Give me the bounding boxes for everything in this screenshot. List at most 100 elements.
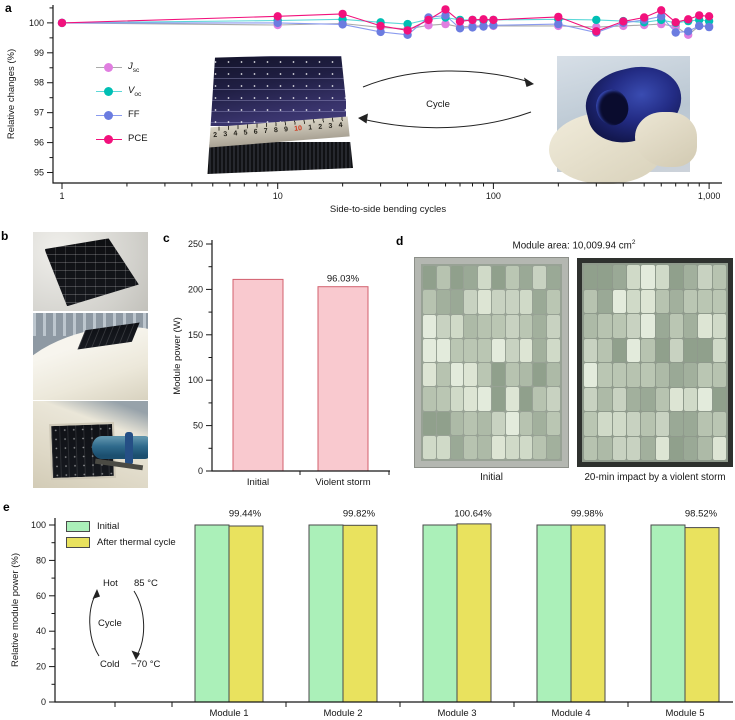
solar-cell xyxy=(492,411,505,435)
solar-cell xyxy=(464,338,478,362)
solar-cell xyxy=(464,387,478,411)
hot-temp: 85 °C xyxy=(134,578,158,589)
solar-cell xyxy=(533,266,547,290)
legend-label-jsc: Jsc xyxy=(128,60,140,74)
legend-label-pce: PCE xyxy=(128,132,148,144)
solar-cell xyxy=(684,265,698,289)
ruler-number: 3 xyxy=(328,123,333,131)
solar-cell xyxy=(655,338,669,362)
ff-markers xyxy=(57,11,714,39)
solar-cell xyxy=(669,338,684,362)
glove-thumb xyxy=(635,111,697,168)
pce-markers xyxy=(57,5,714,36)
solar-cell xyxy=(684,363,698,387)
solar-cell xyxy=(464,266,478,290)
solar-cell xyxy=(478,411,491,435)
ruler-number: 9 xyxy=(283,126,289,134)
solar-cell xyxy=(436,266,450,290)
solar-cell xyxy=(547,387,560,411)
solar-cell xyxy=(669,387,684,411)
solar-cell xyxy=(505,363,519,387)
solar-cell xyxy=(505,435,519,459)
solar-cell xyxy=(698,314,712,338)
svg-text:250: 250 xyxy=(188,239,203,249)
solar-cell xyxy=(641,314,655,338)
photo-rolled-module-in-hand xyxy=(549,56,697,184)
solar-cell xyxy=(584,436,598,460)
solar-cell xyxy=(492,363,505,387)
solar-cell xyxy=(712,289,726,313)
solar-cell xyxy=(612,436,626,460)
solar-cell xyxy=(450,290,464,314)
chart-e-legend: Initial After thermal cycle xyxy=(66,520,176,548)
solar-cell xyxy=(423,338,436,362)
solar-cell xyxy=(547,411,560,435)
solar-cell xyxy=(641,289,655,313)
solar-cell xyxy=(655,387,669,411)
svg-text:0: 0 xyxy=(41,697,46,707)
cycle-annotation-label: Cycle xyxy=(426,99,450,110)
flexible-module xyxy=(44,238,139,307)
solar-cell xyxy=(423,363,436,387)
solar-cell xyxy=(478,314,491,338)
solar-cell xyxy=(626,265,641,289)
bar-violent-storm xyxy=(317,286,369,472)
solar-cell xyxy=(584,412,598,436)
solar-cell xyxy=(505,266,519,290)
solar-cell xyxy=(519,363,533,387)
solar-cell xyxy=(519,411,533,435)
svg-text:Module power (W): Module power (W) xyxy=(172,317,183,395)
svg-text:98: 98 xyxy=(34,78,44,88)
solar-cell xyxy=(698,265,712,289)
solar-cell xyxy=(478,363,491,387)
solar-cell xyxy=(436,290,450,314)
solar-cell xyxy=(598,314,612,338)
solar-cell xyxy=(641,265,655,289)
solar-cell xyxy=(584,387,598,411)
solar-cell xyxy=(712,363,726,387)
solar-cell xyxy=(547,314,560,338)
solar-cell xyxy=(655,412,669,436)
solar-cell xyxy=(669,363,684,387)
solar-cell xyxy=(478,338,491,362)
svg-text:100: 100 xyxy=(29,18,44,28)
solar-cell xyxy=(423,314,436,338)
solar-cell xyxy=(492,314,505,338)
solar-cell xyxy=(712,436,726,460)
solar-cell xyxy=(655,265,669,289)
solar-cell xyxy=(450,363,464,387)
svg-text:99: 99 xyxy=(34,48,44,58)
solar-cell xyxy=(655,289,669,313)
solar-cell xyxy=(598,436,612,460)
bar-module4-initial xyxy=(536,524,572,703)
wind-blower xyxy=(91,435,148,460)
svg-text:50: 50 xyxy=(193,421,203,431)
solar-cell xyxy=(492,290,505,314)
solar-cell xyxy=(684,289,698,313)
solar-cell xyxy=(436,314,450,338)
bar-module4-thermal xyxy=(570,524,606,703)
solar-cell xyxy=(547,290,560,314)
solar-cell xyxy=(533,338,547,362)
ruler-number: 4 xyxy=(338,122,343,130)
pce-swatch xyxy=(96,134,122,144)
solar-cell xyxy=(626,412,641,436)
photo-flat-module-with-ruler: 1 2 3 4 5 6 7 8 9 10 1 2 3 4 5 xyxy=(207,54,353,174)
solar-cell xyxy=(533,290,547,314)
hot-label: Hot xyxy=(103,578,118,589)
svg-text:10: 10 xyxy=(273,191,283,201)
solar-cell xyxy=(519,314,533,338)
svg-text:Module 2: Module 2 xyxy=(323,708,362,719)
solar-cell xyxy=(423,411,436,435)
solar-cell xyxy=(669,289,684,313)
d-caption-storm: 20-min impact by a violent storm xyxy=(584,472,726,483)
solar-cell xyxy=(423,387,436,411)
jsc-markers xyxy=(57,18,714,39)
solar-cell xyxy=(533,435,547,459)
ruler-number: 1 xyxy=(307,124,313,132)
retention-annotation-module4: 99.98% xyxy=(571,509,604,520)
solar-cell xyxy=(505,314,519,338)
solar-cell xyxy=(436,363,450,387)
ruler-number: 6 xyxy=(253,129,258,137)
solar-cell xyxy=(684,387,698,411)
